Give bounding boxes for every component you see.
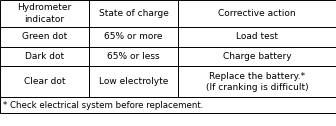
Text: Charge battery: Charge battery [223, 52, 291, 61]
Bar [89, 27, 178, 47]
Bar [0, 47, 89, 66]
Bar [178, 66, 336, 97]
Bar [0, 0, 89, 27]
Text: Green dot: Green dot [22, 32, 67, 41]
Text: * Check electrical system before replacement.: * Check electrical system before replace… [3, 101, 204, 110]
Text: Replace the battery.*
(If cranking is difficult): Replace the battery.* (If cranking is di… [206, 72, 308, 92]
Bar [0, 97, 336, 113]
Bar [178, 47, 336, 66]
Text: Load test: Load test [236, 32, 278, 41]
Bar [178, 27, 336, 47]
Text: 65% or less: 65% or less [107, 52, 160, 61]
Bar [0, 27, 89, 47]
Bar [0, 66, 89, 97]
Text: 65% or more: 65% or more [104, 32, 163, 41]
Text: Corrective action: Corrective action [218, 9, 296, 18]
Bar [89, 0, 178, 27]
Text: Dark dot: Dark dot [25, 52, 64, 61]
Text: Hydrometer
indicator: Hydrometer indicator [17, 4, 72, 24]
Bar [178, 0, 336, 27]
Bar [89, 47, 178, 66]
Text: Clear dot: Clear dot [24, 77, 65, 86]
Bar [89, 66, 178, 97]
Text: Low electrolyte: Low electrolyte [99, 77, 168, 86]
Text: State of charge: State of charge [99, 9, 168, 18]
